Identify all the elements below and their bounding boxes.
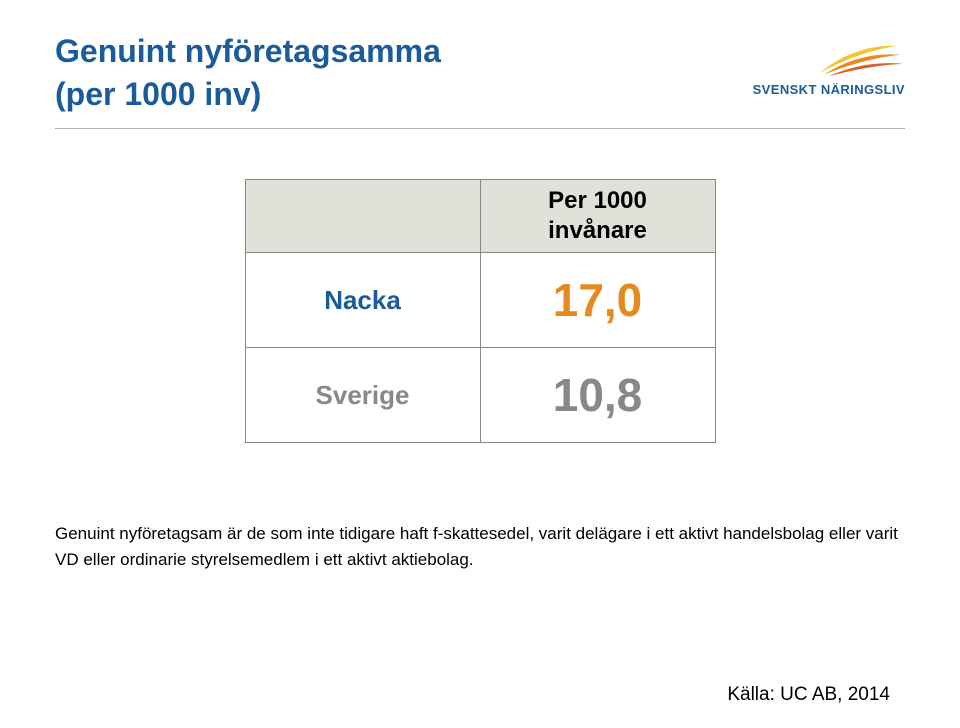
page-title: Genuint nyföretagsamma (per 1000 inv) <box>55 30 441 116</box>
source-text: Källa: UC AB, 2014 <box>727 684 890 706</box>
table-column-header: Per 1000 invånare <box>480 180 715 253</box>
table-row: Nacka 17,0 <box>245 253 715 348</box>
row-label-nacka: Nacka <box>245 253 480 348</box>
data-table: Per 1000 invånare Nacka 17,0 Sverige 10,… <box>245 179 716 443</box>
footnote-text: Genuint nyföretagsam är de som inte tidi… <box>55 521 905 572</box>
title-line-2: (per 1000 inv) <box>55 76 261 112</box>
data-table-container: Per 1000 invånare Nacka 17,0 Sverige 10,… <box>55 179 905 443</box>
column-header-line-1: Per 1000 <box>548 187 647 214</box>
column-header-line-2: invånare <box>548 217 647 244</box>
table-header-row: Per 1000 invånare <box>245 180 715 253</box>
logo-text: SVENSKT NÄRINGSLIV <box>753 82 905 97</box>
logo: SVENSKT NÄRINGSLIV <box>753 35 905 97</box>
header-divider <box>55 128 905 129</box>
logo-swoosh-icon <box>815 35 905 80</box>
title-line-1: Genuint nyföretagsamma <box>55 33 441 69</box>
row-value-sverige: 10,8 <box>480 348 715 443</box>
row-value-nacka: 17,0 <box>480 253 715 348</box>
table-header-empty <box>245 180 480 253</box>
row-label-sverige: Sverige <box>245 348 480 443</box>
table-row: Sverige 10,8 <box>245 348 715 443</box>
